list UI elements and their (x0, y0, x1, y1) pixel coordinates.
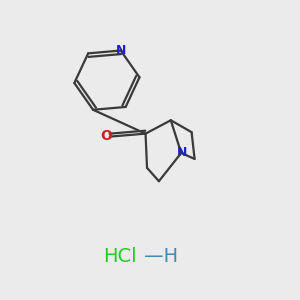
Text: —H: —H (144, 248, 178, 266)
Text: HCl: HCl (103, 248, 136, 266)
Text: N: N (177, 146, 187, 159)
Text: O: O (100, 129, 112, 143)
Text: N: N (116, 44, 126, 57)
